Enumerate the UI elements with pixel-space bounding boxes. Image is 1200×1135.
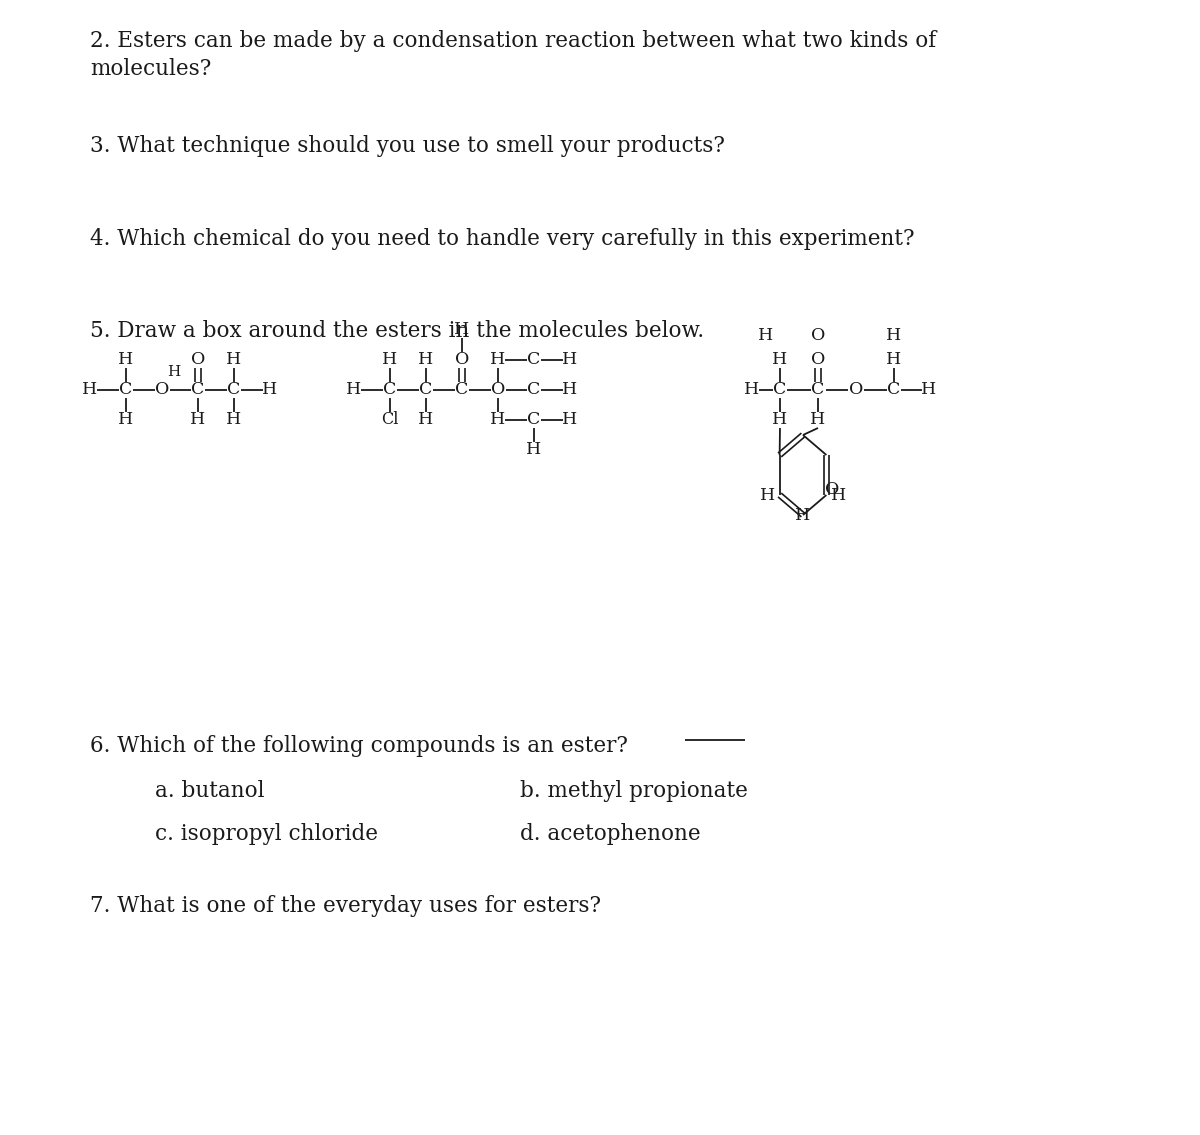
- Text: H: H: [796, 506, 811, 523]
- Text: d. acetophenone: d. acetophenone: [520, 823, 701, 844]
- Text: O: O: [826, 481, 840, 498]
- Text: H: H: [383, 352, 397, 369]
- Text: c. isopropyl chloride: c. isopropyl chloride: [155, 823, 378, 844]
- Text: C: C: [887, 381, 901, 398]
- Text: 3. What technique should you use to smell your products?: 3. What technique should you use to smel…: [90, 135, 725, 157]
- Text: H: H: [491, 412, 505, 429]
- Text: b. methyl propionate: b. methyl propionate: [520, 780, 748, 802]
- Text: H: H: [563, 352, 577, 369]
- Text: H: H: [119, 412, 133, 429]
- Text: H: H: [227, 412, 241, 429]
- Text: 2. Esters can be made by a condensation reaction between what two kinds of: 2. Esters can be made by a condensation …: [90, 30, 936, 52]
- Text: C: C: [419, 381, 433, 398]
- Text: 5. Draw a box around the esters in the molecules below.: 5. Draw a box around the esters in the m…: [90, 320, 704, 342]
- Text: H: H: [830, 487, 846, 504]
- Text: O: O: [155, 381, 169, 398]
- Text: H: H: [491, 352, 505, 369]
- Text: H: H: [887, 352, 901, 369]
- Text: O: O: [491, 381, 505, 398]
- Text: H: H: [191, 412, 205, 429]
- Text: H: H: [119, 352, 133, 369]
- Text: C: C: [527, 352, 541, 369]
- Text: H: H: [167, 365, 181, 379]
- Text: H: H: [83, 381, 97, 398]
- Text: Cl: Cl: [382, 412, 398, 429]
- Text: H: H: [563, 412, 577, 429]
- Text: C: C: [455, 381, 469, 398]
- Text: O: O: [191, 352, 205, 369]
- Text: a. butanol: a. butanol: [155, 780, 264, 802]
- Text: C: C: [527, 381, 541, 398]
- Text: molecules?: molecules?: [90, 58, 211, 79]
- Text: 4. Which chemical do you need to handle very carefully in this experiment?: 4. Which chemical do you need to handle …: [90, 228, 914, 250]
- Text: C: C: [119, 381, 133, 398]
- Text: H: H: [527, 442, 541, 459]
- Text: C: C: [773, 381, 787, 398]
- Text: C: C: [383, 381, 397, 398]
- Text: H: H: [419, 352, 433, 369]
- Text: C: C: [811, 381, 824, 398]
- Text: H: H: [419, 412, 433, 429]
- Text: 6. Which of the following compounds is an ester?: 6. Which of the following compounds is a…: [90, 735, 628, 757]
- Text: H: H: [887, 327, 901, 344]
- Text: C: C: [191, 381, 205, 398]
- Text: H: H: [563, 381, 577, 398]
- Text: O: O: [811, 327, 826, 344]
- Text: O: O: [848, 381, 863, 398]
- Text: H: H: [744, 381, 760, 398]
- Text: H: H: [347, 381, 361, 398]
- Text: H: H: [773, 412, 787, 429]
- Text: H: H: [263, 381, 277, 398]
- Text: C: C: [527, 412, 541, 429]
- Text: H: H: [758, 327, 774, 344]
- Text: O: O: [811, 352, 826, 369]
- Text: H: H: [922, 381, 937, 398]
- Text: H: H: [760, 487, 775, 504]
- Text: C: C: [227, 381, 241, 398]
- Text: H: H: [810, 412, 826, 429]
- Text: H: H: [227, 352, 241, 369]
- Text: H: H: [455, 321, 469, 338]
- Text: 7. What is one of the everyday uses for esters?: 7. What is one of the everyday uses for …: [90, 896, 601, 917]
- Text: H: H: [773, 352, 787, 369]
- Text: O: O: [455, 352, 469, 369]
